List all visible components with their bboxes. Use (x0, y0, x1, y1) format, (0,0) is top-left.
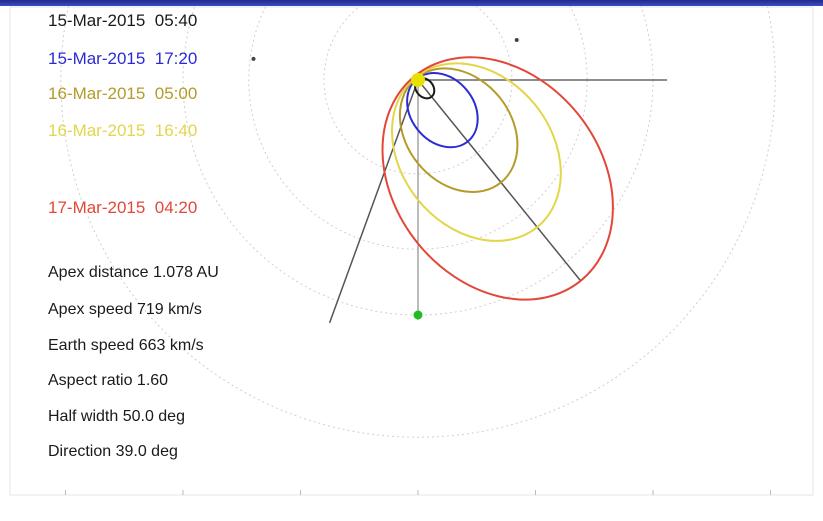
plot-border (9, 6, 814, 496)
timestamp-1: 15-Mar-2015 17:20 (48, 49, 198, 68)
param-half-width: Half width 50.0 deg (48, 408, 185, 425)
param-direction: Direction 39.0 deg (48, 443, 178, 460)
body-earth (413, 310, 423, 320)
param-apex-speed: Apex speed 719 km/s (48, 301, 202, 318)
cone-edge-line (328, 79, 419, 324)
body-planet-1 (251, 56, 256, 61)
window-top-bar (0, 0, 823, 6)
timestamp-2: 16-Mar-2015 05:00 (48, 84, 198, 103)
param-apex-distance: Apex distance 1.078 AU (48, 264, 219, 281)
timestamp-3: 16-Mar-2015 16:40 (48, 121, 198, 140)
orbit-ring-3 (60, 6, 776, 438)
apex-direction-line (417, 79, 582, 282)
cme-propagation-plot (9, 6, 814, 496)
timestamp-4: 17-Mar-2015 04:20 (48, 198, 198, 217)
param-aspect-ratio: Aspect ratio 1.60 (48, 372, 169, 389)
timestamp-0: 15-Mar-2015 05:40 (48, 11, 198, 30)
param-earth-speed: Earth speed 663 km/s (48, 337, 204, 354)
body-planet-2 (514, 38, 519, 43)
plot-frame: 15-Mar-2015 05:40 15-Mar-2015 17:20 16-M… (0, 6, 823, 521)
body-sun (411, 73, 425, 87)
